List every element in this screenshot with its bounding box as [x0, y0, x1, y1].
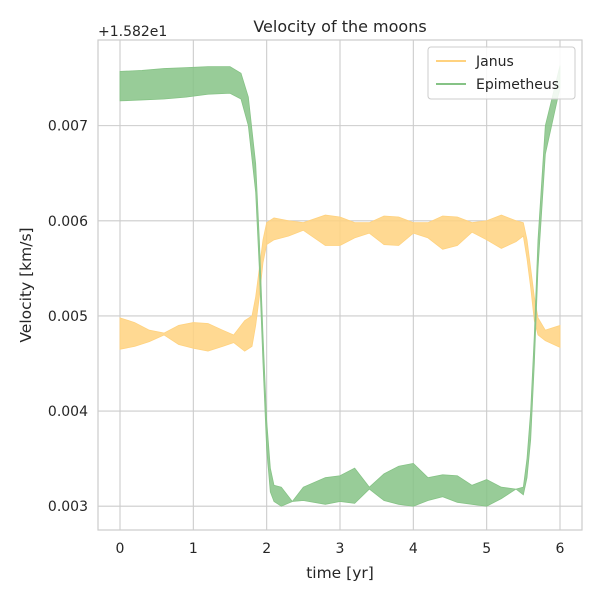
chart-title: Velocity of the moons [253, 17, 426, 36]
tick-labels: 0 1 2 3 4 5 6 0.003 0.004 0.005 0.006 0.007 [48, 119, 565, 557]
x-tick-label: 0 [116, 541, 125, 557]
series-band-janus [119, 214, 561, 352]
legend-label-epimetheus: Epimetheus [476, 77, 559, 93]
x-tick-label: 4 [409, 541, 418, 557]
legend-label-janus: Janus [475, 54, 514, 70]
y-tick-label: 0.003 [48, 499, 88, 515]
x-tick-label: 2 [262, 541, 271, 557]
y-tick-label: 0.005 [48, 309, 88, 325]
y-offset-label: +1.582e1 [98, 24, 167, 40]
x-tick-label: 5 [482, 541, 491, 557]
x-tick-label: 3 [336, 541, 345, 557]
x-tick-label: 1 [189, 541, 198, 557]
legend: Janus Epimetheus [427, 46, 576, 100]
grid [98, 40, 582, 530]
y-tick-label: 0.004 [48, 404, 88, 420]
x-tick-label: 6 [556, 541, 565, 557]
y-tick-label: 0.007 [48, 119, 88, 135]
x-axis-label: time [yr] [306, 564, 374, 582]
y-tick-label: 0.006 [48, 214, 88, 230]
y-axis-label: Velocity [km/s] [17, 227, 35, 342]
